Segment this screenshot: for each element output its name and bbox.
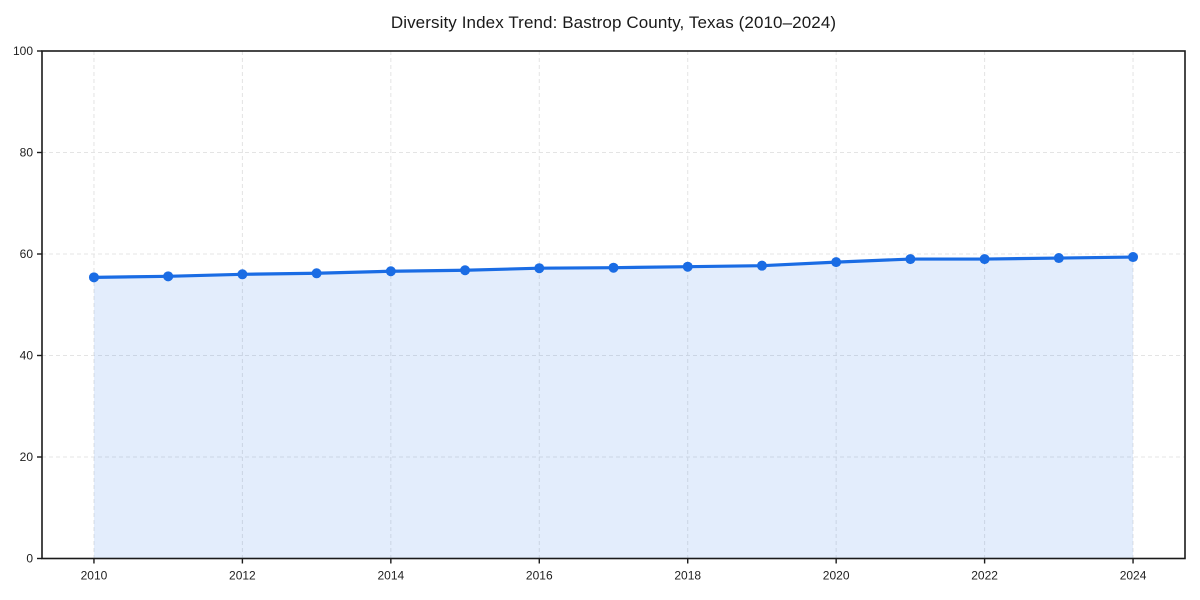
chart-title: Diversity Index Trend: Bastrop County, T… xyxy=(390,13,837,32)
x-tick-label: 2018 xyxy=(674,569,701,583)
series-area-fill xyxy=(93,257,1134,559)
y-tick-label: 20 xyxy=(20,450,34,464)
data-point xyxy=(460,265,471,276)
y-tick-label: 0 xyxy=(26,552,33,566)
data-point xyxy=(237,269,248,280)
data-point xyxy=(979,254,990,265)
x-tick-label: 2014 xyxy=(377,569,404,583)
data-point xyxy=(385,266,396,277)
x-tick-label: 2010 xyxy=(81,569,108,583)
data-point xyxy=(1128,252,1139,263)
y-tick-label: 80 xyxy=(20,146,34,160)
x-tick-label: 2012 xyxy=(229,569,256,583)
data-point xyxy=(608,262,619,273)
x-tick-label: 2024 xyxy=(1120,569,1147,583)
data-point xyxy=(311,268,322,279)
data-point xyxy=(756,260,767,271)
data-point xyxy=(905,254,916,265)
x-tick-label: 2020 xyxy=(823,569,850,583)
y-tick-label: 60 xyxy=(20,247,34,261)
x-tick-label: 2016 xyxy=(526,569,553,583)
y-tick-label: 100 xyxy=(13,44,33,58)
y-tick-label: 40 xyxy=(20,349,34,363)
plot-border xyxy=(41,50,1186,560)
data-point xyxy=(682,261,693,272)
data-point xyxy=(831,257,842,268)
data-point xyxy=(1053,253,1064,264)
data-point xyxy=(534,263,545,274)
data-point xyxy=(88,272,99,283)
data-point xyxy=(163,271,174,282)
x-tick-label: 2022 xyxy=(971,569,998,583)
